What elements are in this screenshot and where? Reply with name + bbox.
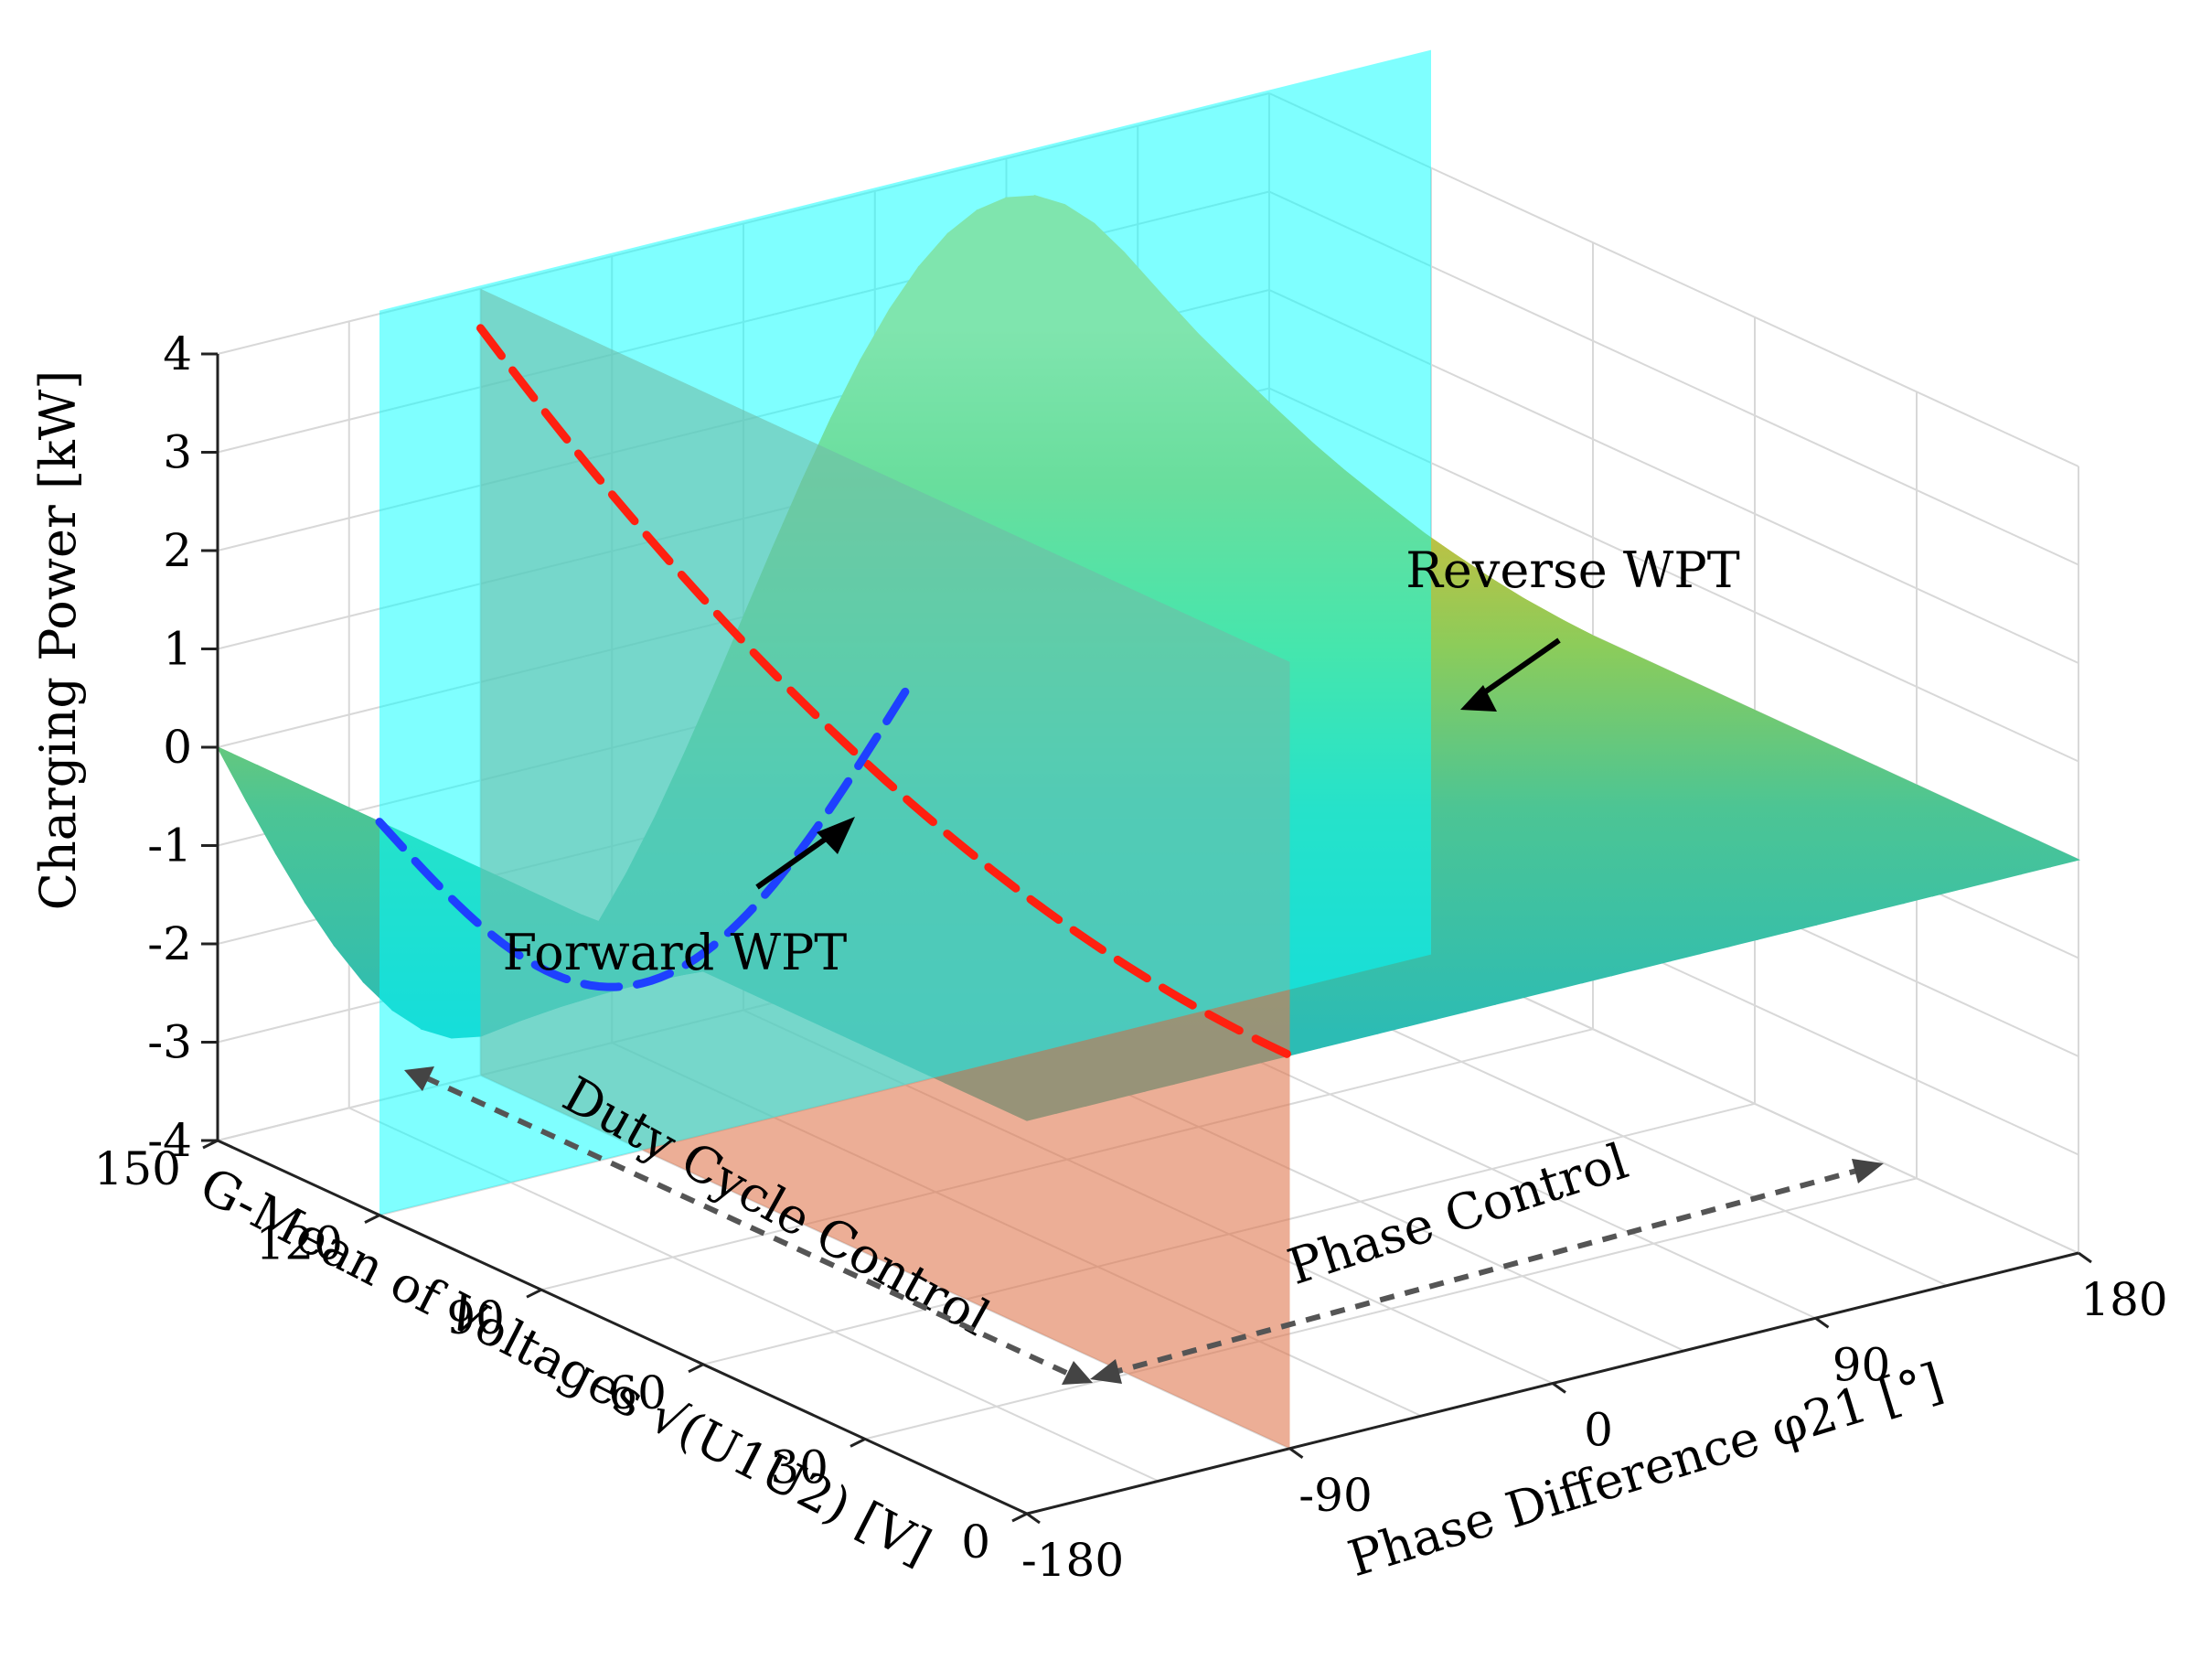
phase-control-arrow-line [1107,1166,1865,1376]
forward-wpt-curve [476,324,1294,1060]
z-tick-label: 2 [163,524,192,577]
phi-tick [2078,1251,2092,1264]
v-tick-label: 150 [94,1142,181,1195]
phase-control-plane [379,49,1431,1216]
v-tick [688,1363,704,1374]
v-tick [526,1288,542,1299]
v-tick [850,1438,866,1448]
phi-tick [1552,1382,1566,1394]
forward-wpt-label: Forward WPT [503,924,848,981]
reverse-wpt-label: Reverse WPT [1405,541,1740,599]
x-axis-label: Phase Difference φ21 [°] [1341,1352,1950,1588]
phi-tick-label: -90 [1298,1469,1373,1522]
phi-tick-label: 90 [1833,1338,1891,1391]
gridline-floor-v [864,1177,1918,1440]
reverse-arrow-shaft [1472,637,1561,702]
phi-tick [1288,1447,1304,1459]
duty-cycle-arrow-head-left [404,1066,434,1091]
z-tick-label: 3 [163,426,192,479]
phase-control-arrow-head-right [1852,1159,1884,1183]
reverse-wpt-curve [375,687,910,991]
plane-layer [379,49,1431,1449]
z-tick-label: 4 [163,327,192,380]
z-tick-label: -4 [147,1114,192,1167]
z-axis-label: Charging Power [kW] [29,370,87,911]
v-tick-label: 120 [256,1217,343,1270]
phase-control-label: Phase Control [1281,1132,1635,1296]
z-tick-label: 1 [163,623,192,676]
phi-tick [1814,1317,1830,1329]
v-axis-line [217,1139,1028,1515]
surface-patch [2006,840,2081,868]
phi-tick-label: 0 [1584,1404,1613,1457]
duty-cycle-arrow-line [423,1075,1076,1379]
v-tick-label: 90 [446,1291,505,1344]
v-tick-label: 30 [770,1440,828,1494]
z-tick-label: -3 [147,1016,192,1069]
curve-layer [375,324,1294,1060]
forward-arrow-head [817,817,855,854]
v-tick-label: 60 [608,1366,667,1419]
phi-tick [1026,1512,1041,1525]
phase-control-arrow-head-left [1090,1359,1122,1384]
z-tick-label: 0 [163,721,192,774]
v-tick [202,1139,219,1150]
v-tick-label: 0 [961,1515,990,1569]
phi-tick-label: -180 [1021,1534,1124,1587]
duty-cycle-arrow-head-right [1062,1361,1093,1385]
v-tick [1011,1512,1028,1523]
z-tick-label: -2 [147,917,192,970]
z-tick-label: -1 [147,819,192,873]
v-tick [364,1214,380,1224]
reverse-arrow-head [1460,685,1497,712]
phi-tick-label: 180 [2080,1273,2167,1326]
